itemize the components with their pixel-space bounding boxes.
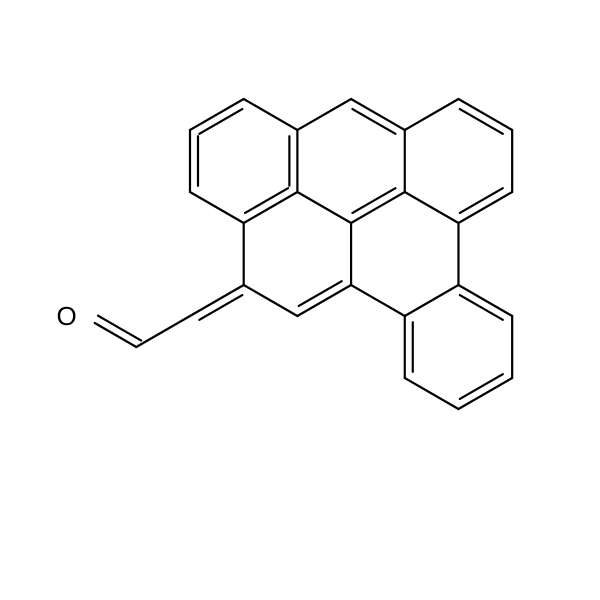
molecule-canvas: O — [0, 0, 600, 600]
atom-label-o: O — [56, 301, 76, 331]
